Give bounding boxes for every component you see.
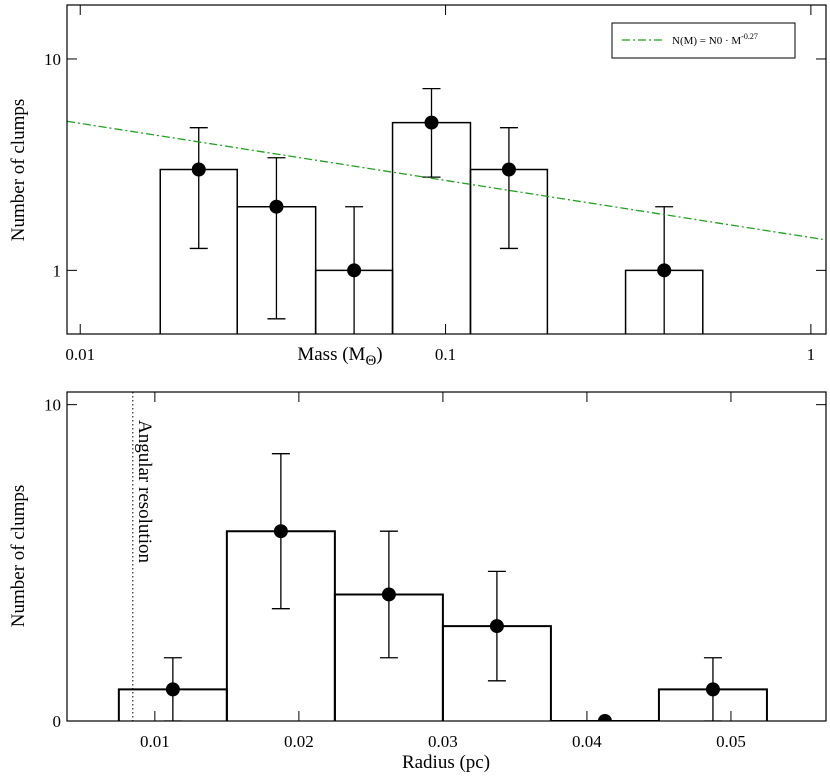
data-point (191, 162, 206, 177)
legend-exponent: -0.27 (741, 32, 758, 41)
annotation-label: Angular resolution (134, 420, 155, 564)
x-axis-label: Mass (MΘ) (297, 344, 382, 369)
error-bar (189, 127, 208, 250)
x-tick-label: 1 (807, 345, 816, 364)
histogram-bin (547, 336, 625, 364)
x-axis-label-end: ) (376, 344, 382, 365)
x-tick-label: 0.01 (65, 345, 95, 364)
y-axis-label: Number of clumps (8, 485, 29, 627)
axes-frame (66, 391, 827, 722)
x-tick-label: 0.1 (435, 345, 456, 364)
legend-label: N(M) = N0 · M-0.27 (672, 32, 758, 47)
data-point (501, 162, 516, 177)
data-point (269, 199, 284, 214)
y-tick-label: 1 (53, 261, 62, 280)
legend-text: N(M) = N0 · M (672, 35, 741, 47)
data-point (597, 714, 612, 721)
x-axis-label-text: Mass (M (297, 344, 365, 365)
data-point (657, 263, 672, 278)
x-tick-label: 0.01 (140, 732, 170, 751)
data-point (705, 682, 720, 697)
y-tick-label: 10 (44, 50, 61, 69)
plot-area (67, 87, 826, 364)
error-bar (499, 127, 518, 250)
data-point (165, 682, 180, 697)
x-tick-label: 0.04 (572, 732, 602, 751)
error-bar (422, 87, 441, 178)
data-point (381, 587, 396, 602)
error-bar (655, 206, 674, 334)
error-bar (267, 157, 286, 320)
plot-area (117, 453, 768, 721)
x-axis-label-text: Radius (pc) (402, 752, 490, 773)
x-tick-label: 0.05 (716, 732, 746, 751)
axes-frame (66, 4, 827, 335)
data-point (273, 524, 288, 539)
x-axis-label-sub: Θ (365, 353, 376, 369)
y-tick-label: 0 (53, 712, 62, 731)
x-axis-label: Radius (pc) (402, 752, 490, 773)
y-tick-label: 10 (44, 396, 61, 415)
x-tick-label: 0.03 (428, 732, 458, 751)
error-bar (345, 206, 364, 334)
data-point (347, 263, 362, 278)
x-tick-label: 0.02 (284, 732, 314, 751)
data-point (489, 619, 504, 634)
y-axis-label: Number of clumps (8, 99, 29, 241)
fit-line (67, 120, 826, 241)
data-point (424, 115, 439, 130)
